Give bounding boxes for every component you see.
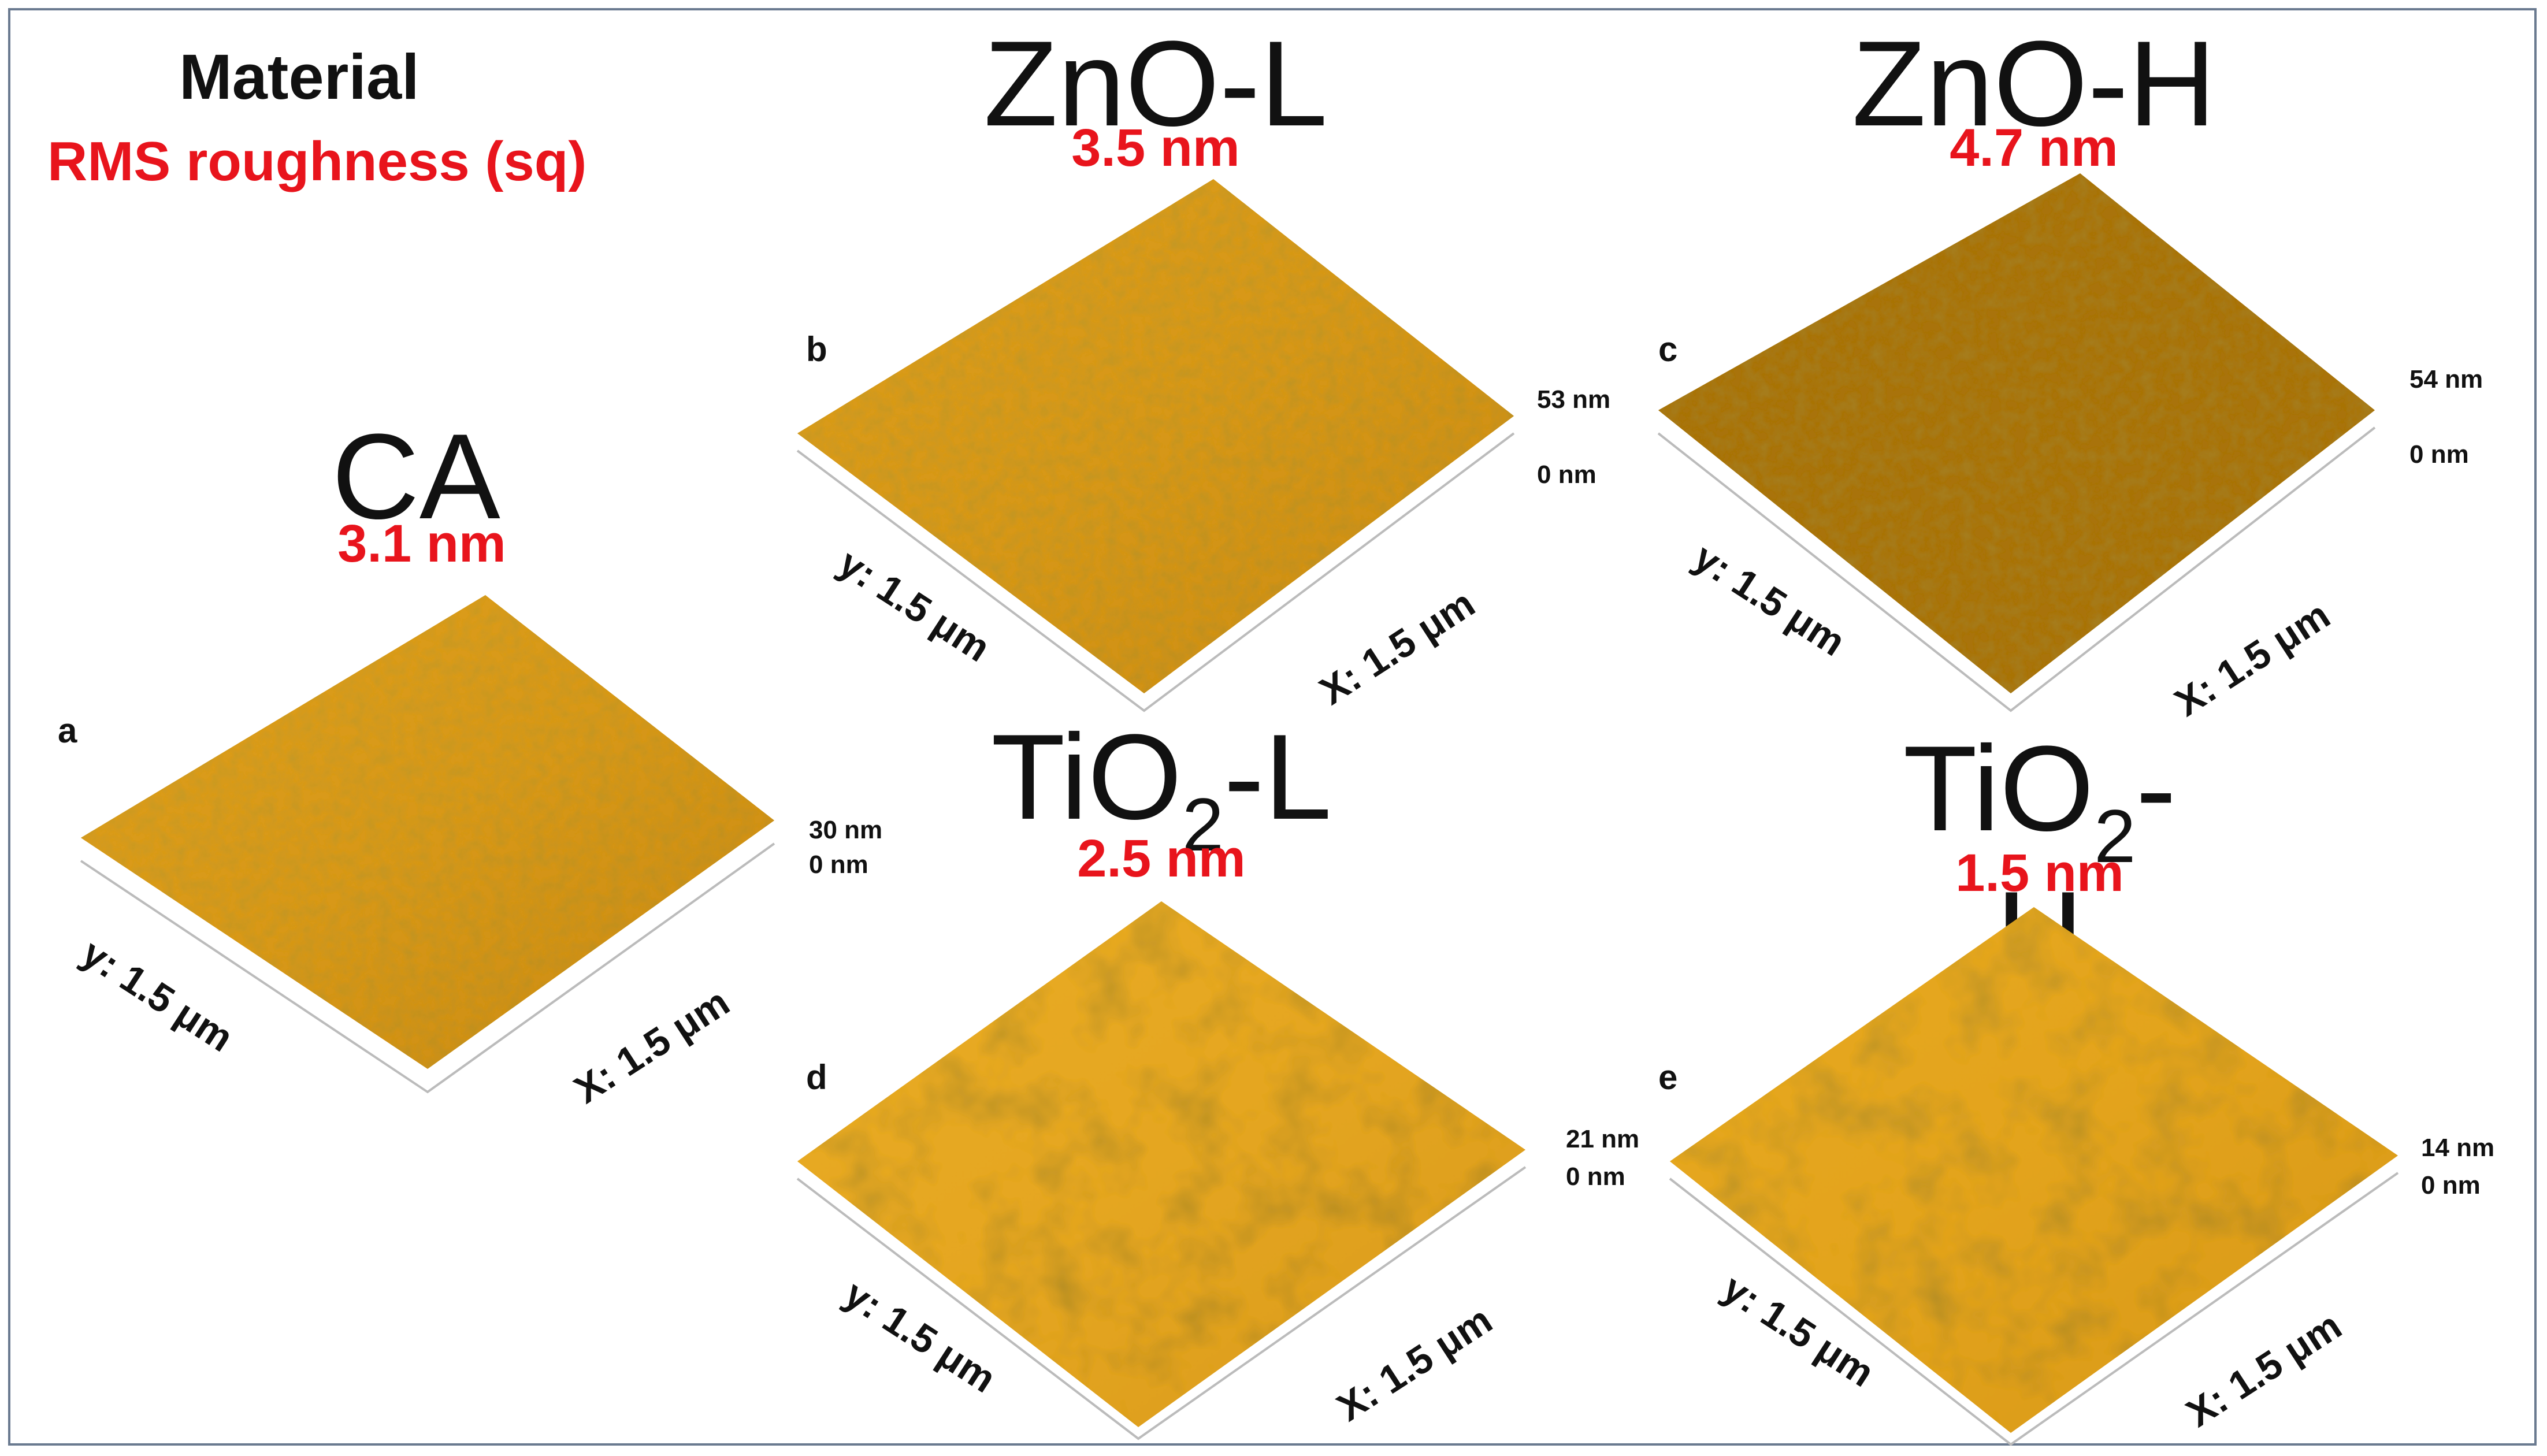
panel-e-afm-surface [1669,907,2399,1446]
panel-c-afm-surface [1657,173,2376,712]
panel-d-afm-surface [796,901,1527,1440]
legend-title: Material [179,42,419,113]
panel-c-zmax: 54 nm [2409,365,2483,393]
panel-d-zmax: 21 nm [1566,1125,1640,1153]
panel-a-zmax: 30 nm [809,816,883,844]
panel-d-label: d [806,1058,827,1097]
panel-d-material: TiO2-L [991,709,1332,867]
panel-c-label: c [1658,330,1678,369]
panel-d-roughness: 2.5 nm [1077,829,1246,888]
panel-b-roughness: 3.5 nm [1071,118,1240,177]
panel-e-roughness: 1.5 nm [1955,844,2124,902]
panel-d-zmin: 0 nm [1566,1162,1625,1191]
panel-b-zmin: 0 nm [1537,460,1596,489]
panel-b-zmax: 53 nm [1537,385,1611,414]
panel-a-afm-surface [80,595,775,1094]
panel-a-material: CA [332,408,500,544]
panel-c-material: ZnO-H [1852,16,2216,151]
panel-a-label: a [58,711,77,750]
panel-c-zmin: 0 nm [2409,440,2469,469]
panel-c-roughness: 4.7 nm [1950,118,2118,177]
panel-b-afm-surface [796,179,1515,712]
panel-e-zmax: 14 nm [2421,1134,2495,1162]
panel-a-roughness: 3.1 nm [337,514,506,573]
legend-subtitle: RMS roughness (sq) [47,131,587,192]
panel-a-zmin: 0 nm [809,850,868,879]
panel-e-label: e [1658,1058,1678,1097]
panel-b-label: b [806,330,827,369]
panel-e-zmin: 0 nm [2421,1171,2481,1199]
panel-b-material: ZnO-L [983,16,1328,151]
